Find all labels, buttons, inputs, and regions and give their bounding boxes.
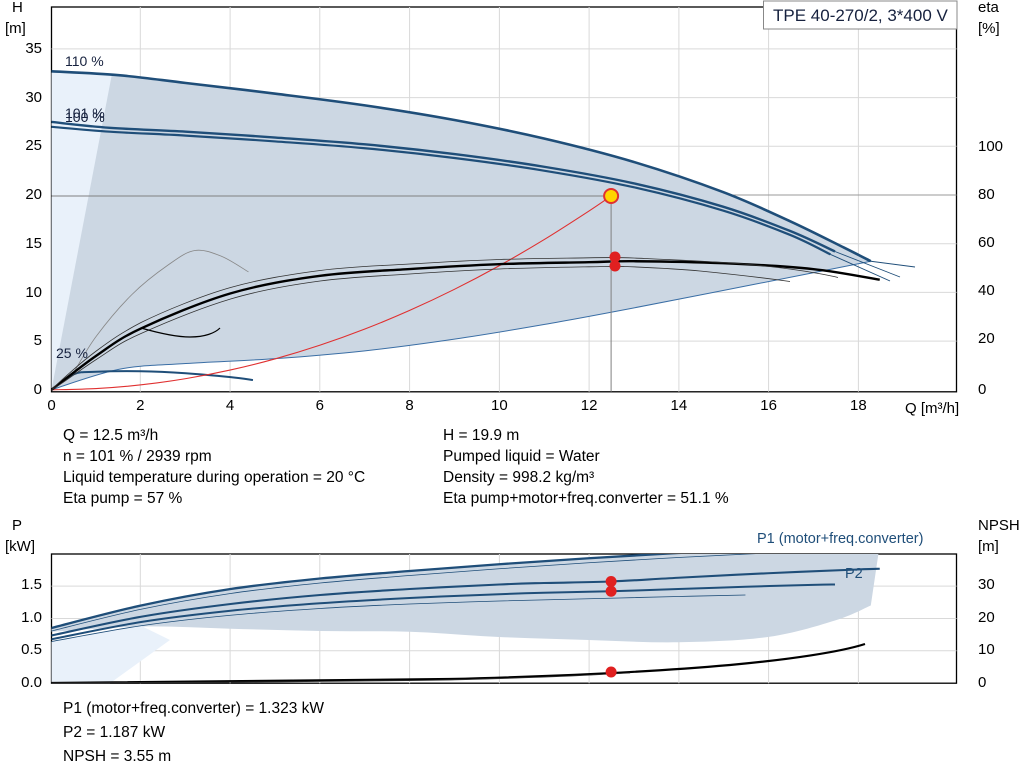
- svg-text:P2 = 1.187 kW: P2 = 1.187 kW: [63, 724, 165, 741]
- svg-text:[%]: [%]: [978, 20, 1000, 37]
- svg-text:10: 10: [491, 397, 508, 414]
- svg-text:20: 20: [978, 609, 995, 626]
- svg-text:10: 10: [978, 641, 995, 658]
- svg-text:25 %: 25 %: [56, 345, 88, 361]
- svg-text:40: 40: [978, 282, 995, 299]
- svg-text:NPSH = 3.55 m: NPSH = 3.55 m: [63, 748, 171, 765]
- svg-text:TPE 40-270/2, 3*400 V: TPE 40-270/2, 3*400 V: [773, 6, 949, 25]
- svg-text:Q = 12.5 m³/h: Q = 12.5 m³/h: [63, 427, 158, 444]
- svg-text:Pumped liquid = Water: Pumped liquid = Water: [443, 448, 600, 465]
- svg-text:8: 8: [405, 397, 413, 414]
- svg-text:0.0: 0.0: [21, 674, 42, 691]
- svg-text:0: 0: [34, 381, 42, 398]
- svg-text:P1 (motor+freq.converter) = 1.: P1 (motor+freq.converter) = 1.323 kW: [63, 700, 324, 717]
- svg-text:35: 35: [25, 40, 42, 57]
- svg-text:60: 60: [978, 234, 995, 251]
- svg-text:Density = 998.2 kg/m³: Density = 998.2 kg/m³: [443, 469, 594, 486]
- svg-text:Eta pump+motor+freq.converter: Eta pump+motor+freq.converter = 51.1 %: [443, 490, 729, 507]
- svg-text:P2: P2: [845, 566, 863, 582]
- svg-text:0: 0: [47, 397, 55, 414]
- svg-text:6: 6: [316, 397, 324, 414]
- svg-text:80: 80: [978, 186, 995, 203]
- svg-text:4: 4: [226, 397, 234, 414]
- svg-text:Eta pump = 57 %: Eta pump = 57 %: [63, 490, 183, 507]
- svg-text:100 %: 100 %: [65, 109, 105, 125]
- svg-text:100: 100: [978, 138, 1003, 155]
- svg-text:1.5: 1.5: [21, 576, 42, 593]
- svg-text:P: P: [12, 517, 22, 534]
- svg-text:[m]: [m]: [978, 538, 999, 555]
- svg-text:12: 12: [581, 397, 598, 414]
- svg-text:14: 14: [671, 397, 688, 414]
- svg-text:[kW]: [kW]: [5, 538, 35, 555]
- svg-text:18: 18: [850, 397, 867, 414]
- svg-text:20: 20: [978, 330, 995, 347]
- svg-text:0: 0: [978, 381, 986, 398]
- svg-text:Liquid temperature during oper: Liquid temperature during operation = 20…: [63, 469, 365, 486]
- svg-text:0: 0: [978, 674, 986, 691]
- svg-text:Q [m³/h]: Q [m³/h]: [905, 400, 959, 417]
- svg-text:eta: eta: [978, 0, 1000, 16]
- svg-text:110 %: 110 %: [65, 53, 104, 69]
- svg-text:1.0: 1.0: [21, 609, 42, 626]
- svg-text:15: 15: [25, 235, 42, 252]
- svg-text:30: 30: [978, 576, 995, 593]
- svg-text:NPSH: NPSH: [978, 517, 1020, 534]
- svg-text:[m]: [m]: [5, 20, 26, 37]
- svg-text:P1 (motor+freq.converter): P1 (motor+freq.converter): [757, 531, 923, 547]
- svg-text:30: 30: [25, 89, 42, 106]
- svg-text:20: 20: [25, 186, 42, 203]
- svg-text:H: H: [12, 0, 23, 16]
- svg-text:10: 10: [25, 284, 42, 301]
- svg-text:16: 16: [760, 397, 777, 414]
- svg-text:H = 19.9 m: H = 19.9 m: [443, 427, 519, 444]
- svg-text:n = 101 % / 2939 rpm: n = 101 % / 2939 rpm: [63, 448, 212, 465]
- svg-text:2: 2: [136, 397, 144, 414]
- svg-text:5: 5: [34, 332, 42, 349]
- svg-text:25: 25: [25, 137, 42, 154]
- svg-text:0.5: 0.5: [21, 641, 42, 658]
